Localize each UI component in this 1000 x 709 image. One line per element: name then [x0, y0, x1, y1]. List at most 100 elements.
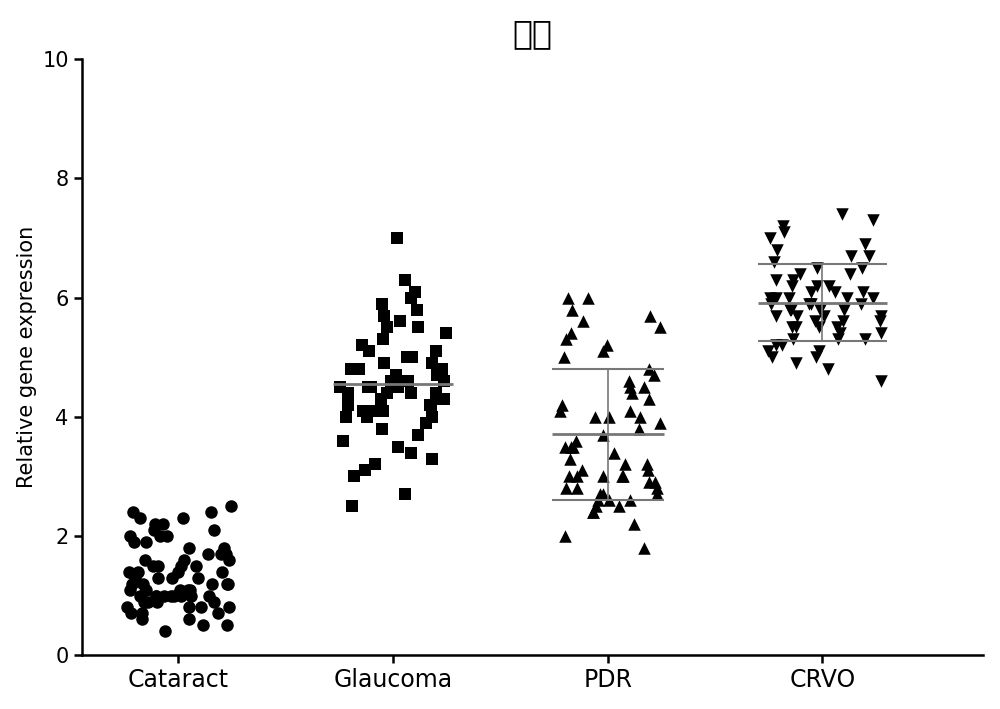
Point	[764, 352, 780, 363]
Point	[175, 513, 191, 524]
Point	[375, 405, 391, 416]
Point	[400, 375, 416, 386]
Point	[768, 340, 784, 351]
Point	[865, 215, 881, 226]
Point	[807, 316, 823, 327]
Point	[775, 220, 791, 232]
Point	[812, 304, 828, 316]
Point	[182, 584, 198, 596]
Point	[641, 476, 657, 488]
Point	[126, 536, 142, 547]
Point	[563, 328, 579, 339]
Point	[424, 411, 440, 423]
Point	[640, 465, 656, 476]
Point	[183, 590, 199, 601]
Point	[373, 393, 389, 405]
Point	[636, 381, 652, 393]
Point	[181, 602, 197, 613]
Point	[424, 357, 440, 369]
Point	[809, 280, 825, 291]
Point	[564, 304, 580, 316]
Point	[137, 596, 153, 607]
Point	[834, 208, 850, 220]
Point	[361, 345, 377, 357]
Point	[410, 322, 426, 333]
Point	[842, 268, 858, 279]
Point	[163, 590, 179, 601]
Point	[558, 483, 574, 494]
Point	[332, 381, 348, 393]
Point	[649, 489, 665, 500]
Point	[180, 584, 196, 596]
Point	[193, 602, 209, 613]
Point	[830, 334, 846, 345]
Point	[843, 250, 859, 262]
Point	[147, 518, 163, 530]
Point	[164, 572, 180, 584]
Point	[436, 393, 452, 405]
Point	[170, 566, 186, 577]
Point	[641, 393, 657, 405]
Point	[617, 459, 633, 470]
Point	[149, 596, 165, 607]
Point	[132, 513, 148, 524]
Point	[873, 375, 889, 386]
Point	[125, 506, 141, 518]
Point	[768, 292, 784, 303]
Point	[410, 429, 426, 440]
Point	[784, 322, 800, 333]
Point	[176, 554, 192, 566]
Point	[557, 530, 573, 542]
Point	[404, 352, 420, 363]
Point	[397, 489, 413, 500]
Point	[565, 441, 581, 452]
Point	[782, 304, 798, 316]
Point	[409, 304, 425, 316]
Point	[145, 560, 161, 571]
Point	[641, 364, 657, 375]
Point	[590, 495, 606, 506]
Point	[783, 304, 799, 316]
Point	[857, 238, 873, 250]
Point	[632, 411, 648, 423]
Point	[781, 292, 797, 303]
Point	[403, 292, 419, 303]
Point	[855, 286, 871, 297]
Point	[390, 441, 406, 452]
Point	[407, 286, 423, 297]
Point	[374, 423, 390, 435]
Point	[213, 548, 229, 559]
Point	[622, 405, 638, 416]
Point	[122, 530, 138, 542]
Point	[428, 387, 444, 398]
Point	[221, 554, 237, 566]
Point	[359, 411, 375, 423]
Point	[873, 328, 889, 339]
Point	[392, 316, 408, 327]
Point	[150, 572, 166, 584]
Point	[403, 447, 419, 458]
Point	[585, 506, 601, 518]
Point	[130, 566, 146, 577]
Point	[216, 542, 232, 554]
Point	[563, 441, 579, 452]
Point	[134, 614, 150, 625]
Point	[587, 411, 603, 423]
Point	[557, 441, 573, 452]
Point	[614, 471, 630, 482]
Point	[568, 435, 584, 447]
Point	[595, 471, 611, 482]
Point	[642, 310, 658, 321]
Point	[166, 590, 182, 601]
Point	[631, 423, 647, 435]
Point	[639, 459, 655, 470]
Point	[622, 495, 638, 506]
Point	[595, 489, 611, 500]
Point	[140, 596, 156, 607]
Point	[821, 280, 837, 291]
Point	[379, 387, 395, 398]
Point	[134, 608, 150, 619]
Point	[389, 233, 405, 244]
Point	[355, 405, 371, 416]
Point	[801, 298, 817, 309]
